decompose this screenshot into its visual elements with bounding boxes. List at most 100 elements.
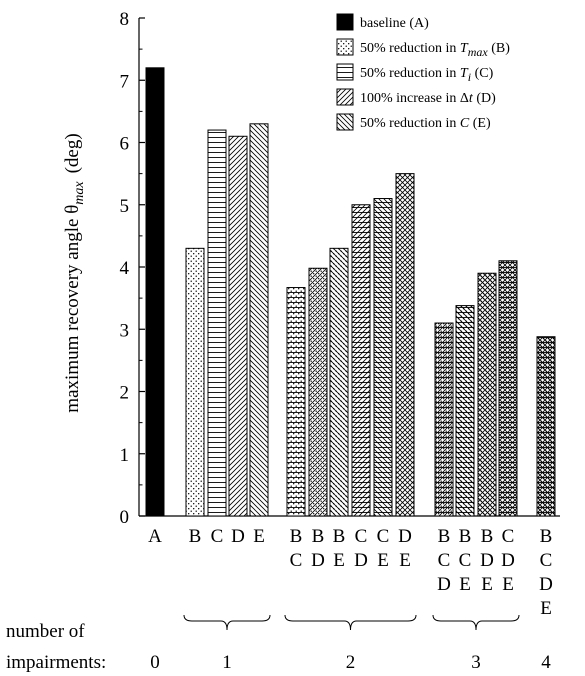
x-tick-label-line: D — [480, 550, 494, 571]
y-axis-title: maximum recovery angle θmax (deg) — [62, 133, 87, 412]
bar-ce — [373, 198, 393, 517]
legend-label: 100% increase in Δt (D) — [360, 91, 496, 106]
x-tick-label-b: B — [189, 526, 202, 547]
legend-swatch — [336, 63, 354, 81]
bar-c — [207, 129, 227, 517]
bar-bc — [286, 287, 306, 517]
legend-label-part: t — [469, 91, 474, 106]
bar-e — [249, 123, 269, 517]
bars — [145, 67, 556, 517]
legend-label-part: (B) — [488, 41, 511, 56]
bar-be — [329, 247, 349, 517]
y-tick-label: 2 — [120, 383, 130, 404]
legend-swatch — [336, 38, 354, 56]
bar-a — [145, 67, 165, 517]
y-tick-label: 3 — [120, 320, 130, 341]
bar-b — [185, 247, 205, 517]
x-tick-label-line: C — [459, 550, 472, 571]
x-tick-label-line: C — [438, 550, 451, 571]
bar-bcd — [434, 322, 454, 517]
legend-label: 50% reduction in Ti (C) — [360, 66, 494, 84]
x-tick-label-line: E — [540, 598, 552, 619]
x-tick-label-line: B — [438, 526, 451, 547]
legend-label-part: 50% reduction in — [360, 66, 460, 81]
bar-bcde — [536, 336, 556, 517]
x-tick-label-d: D — [231, 526, 245, 547]
x-tick-label-line: A — [148, 526, 162, 547]
x-tick-label-line: C — [377, 526, 390, 547]
y-axis-title-main: maximum recovery angle θ — [62, 205, 83, 413]
x-tick-label-line: B — [290, 526, 303, 547]
impairment-count-2: 2 — [346, 652, 356, 673]
impairments-label-line2: impairments: — [6, 652, 106, 673]
impairments-annotation: number of impairments: 0 1 2 3 4 — [6, 614, 551, 673]
bar-cde — [498, 260, 518, 517]
legend-item-d: 100% increase in Δt (D) — [336, 88, 496, 106]
x-tick-label-line: D — [398, 526, 412, 547]
x-tick-label-line: E — [333, 550, 345, 571]
y-tick-label: 4 — [120, 258, 130, 279]
bar-de — [395, 173, 415, 517]
x-tick-label-line: E — [459, 574, 471, 595]
x-tick-label-line: C — [502, 526, 515, 547]
x-tick-label-line: B — [459, 526, 472, 547]
y-tick-label: 6 — [120, 134, 130, 155]
legend-label: 50% reduction in C (E) — [360, 116, 491, 131]
x-tick-label-line: C — [211, 526, 224, 547]
legend-label-part: max — [468, 45, 489, 59]
x-tick-label-e: E — [253, 526, 265, 547]
legend-label-part: T — [460, 41, 469, 56]
impairments-label-line1: number of — [6, 621, 85, 642]
legend-label-part: (C) — [471, 66, 494, 81]
x-tick-label-line: E — [399, 550, 411, 571]
legend-label-part: 100% increase in Δ — [360, 91, 469, 106]
bar-bde — [477, 272, 497, 517]
legend-swatch — [336, 88, 354, 106]
x-tick-label-line: E — [481, 574, 493, 595]
impairment-count-1: 1 — [222, 652, 232, 673]
x-tick-label-line: B — [481, 526, 494, 547]
x-tick-label-line: E — [253, 526, 265, 547]
impairment-count-4: 4 — [541, 652, 551, 673]
x-tick-label-line: D — [311, 550, 325, 571]
x-tick-labels: A B C D E B CB DB EC DC ED EB C DB C EB D EC D EB C D E — [148, 526, 553, 619]
legend-item-b: 50% reduction in Tmax (B) — [336, 38, 511, 59]
x-tick-label-c: C — [211, 526, 224, 547]
legend-label-part: baseline (A) — [360, 16, 429, 31]
x-tick-label-line: B — [189, 526, 202, 547]
y-tick-label: 1 — [120, 445, 130, 466]
x-tick-label-line: D — [539, 574, 553, 595]
legend-label-part: i — [468, 70, 471, 84]
legend-item-e: 50% reduction in C (E) — [336, 113, 491, 131]
impairment-count-3: 3 — [471, 652, 481, 673]
legend-swatch — [336, 13, 354, 31]
impairment-brace-3 — [432, 614, 520, 631]
legend-label-part: C — [460, 116, 470, 131]
y-tick-label: 8 — [120, 9, 130, 30]
x-tick-label-line: C — [290, 550, 303, 571]
impairment-brace-2 — [284, 614, 417, 631]
x-tick-label-line: E — [502, 574, 514, 595]
legend-label-part: (D) — [473, 91, 496, 106]
impairment-count-0: 0 — [150, 652, 160, 673]
x-tick-label-line: B — [312, 526, 325, 547]
x-tick-label-line: D — [437, 574, 451, 595]
x-tick-label-line: C — [540, 550, 553, 571]
x-tick-label-line: B — [540, 526, 553, 547]
legend-item-c: 50% reduction in Ti (C) — [336, 63, 494, 84]
x-tick-label-line: D — [231, 526, 245, 547]
y-axis-title-unit: (deg) — [62, 133, 83, 173]
y-axis-title-sub: max — [72, 181, 87, 205]
legend-swatch — [336, 113, 354, 131]
